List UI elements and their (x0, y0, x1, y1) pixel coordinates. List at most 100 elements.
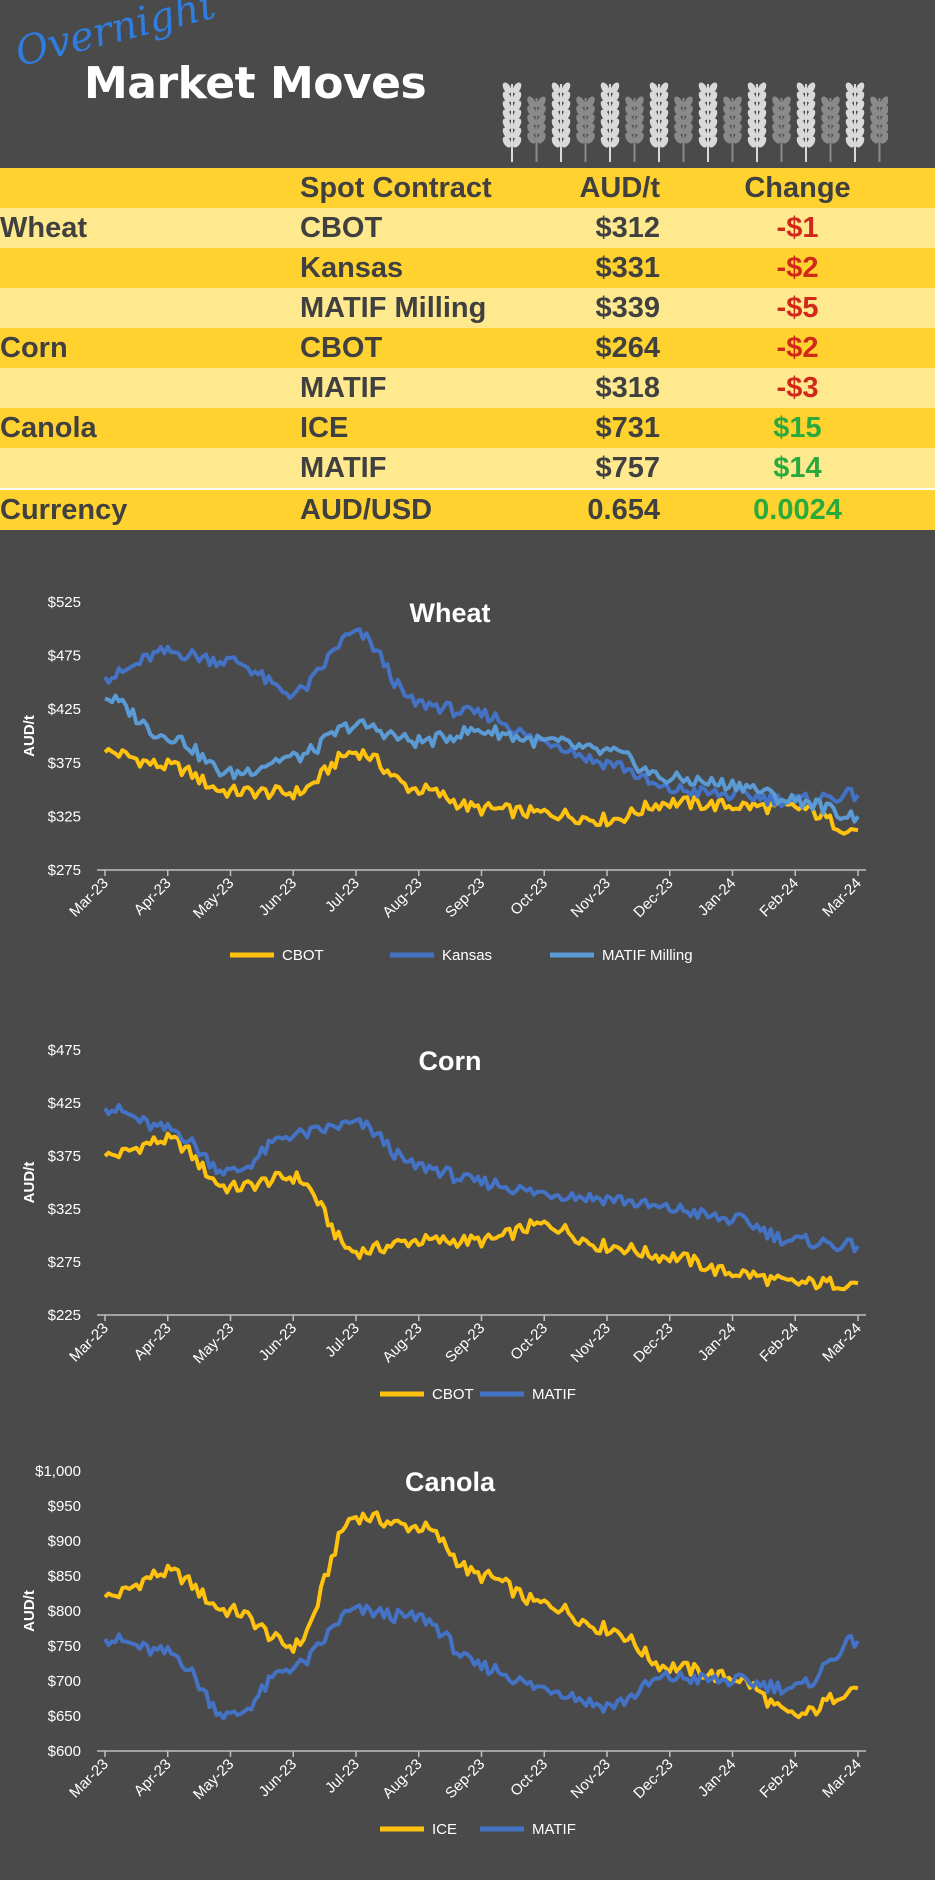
header-contract: Spot Contract (300, 172, 492, 204)
y-tick-label: $325 (48, 808, 81, 825)
row-commodity (0, 248, 300, 288)
wheat-stalk-icon (600, 82, 620, 162)
table-row: MATIF $318 -$3 (0, 368, 935, 408)
row-commodity (0, 288, 300, 328)
y-tick-label: $900 (48, 1533, 81, 1550)
x-tick-label: Jul-23 (322, 875, 363, 916)
row-change: -$3 (776, 372, 819, 404)
x-tick-label: Feb-24 (756, 875, 802, 921)
row-contract: MATIF (300, 452, 387, 484)
y-tick-label: $850 (48, 1568, 81, 1585)
y-tick-label: $425 (48, 701, 81, 718)
row-contract: Kansas (300, 252, 404, 284)
legend-item: CBOT (380, 1386, 474, 1403)
row-price: $264 (595, 332, 660, 364)
x-tick-label: Dec-23 (630, 1320, 676, 1366)
row-change: -$2 (776, 252, 819, 284)
x-tick-label: Aug-23 (379, 1756, 425, 1802)
legend-item: Kansas (390, 947, 492, 964)
y-tick-label: $325 (48, 1201, 81, 1218)
wheat-stalks-icon (502, 82, 888, 162)
chart-title: Corn (419, 1046, 482, 1076)
row-price: $731 (595, 412, 660, 444)
series-line-matif (103, 1102, 860, 1254)
y-axis-label: AUD/t (21, 1162, 38, 1204)
table-row: Currency AUD/USD 0.654 0.0024 (0, 488, 935, 530)
row-commodity: Canola (0, 412, 97, 444)
row-contract: MATIF Milling (300, 292, 487, 324)
y-tick-label: $650 (48, 1708, 81, 1725)
price-table: Spot Contract AUD/t Change Wheat CBOT $3… (0, 168, 935, 530)
y-tick-label: $275 (48, 862, 81, 879)
row-change: -$2 (776, 332, 819, 364)
y-axis-label: AUD/t (21, 715, 38, 757)
x-tick-label: Jul-23 (322, 1756, 363, 1797)
x-tick-label: Aug-23 (379, 1320, 425, 1366)
y-tick-label: $1,000 (35, 1463, 81, 1480)
series-line-ice (103, 1510, 859, 1720)
x-tick-label: Sep-23 (442, 875, 488, 921)
x-tick-label: Dec-23 (630, 1756, 676, 1802)
wheat-chart: Wheat AUD/t $275 $325 $375 $425 $475 $525 Mar-23… (21, 594, 866, 964)
wheat-stalk-icon (576, 96, 595, 162)
y-tick-label: $375 (48, 1148, 81, 1165)
row-price: $318 (595, 372, 660, 404)
legend-label: ICE (432, 1821, 457, 1838)
wheat-stalk-icon (870, 96, 888, 162)
series-line-kansas (103, 627, 860, 809)
legend-label: MATIF Milling (602, 947, 693, 964)
y-tick-label: $600 (48, 1743, 81, 1760)
wheat-stalk-icon (796, 82, 816, 162)
series-line-cbot (103, 747, 859, 836)
x-tick-label: Jun-23 (256, 875, 300, 919)
wheat-chart-panel: Wheat AUD/t $275 $325 $375 $425 $475 $525 Mar-23… (0, 570, 935, 990)
y-tick-label: $275 (48, 1254, 81, 1271)
row-commodity (0, 448, 300, 489)
header-price: AUD/t (579, 172, 660, 204)
row-contract: AUD/USD (300, 488, 570, 530)
x-tick-label: Apr-23 (131, 875, 175, 919)
legend-item: MATIF (480, 1821, 576, 1838)
legend-label: Kansas (442, 947, 492, 964)
row-price: $331 (595, 252, 660, 284)
x-tick-label: Feb-24 (756, 1756, 802, 1802)
y-tick-label: $800 (48, 1603, 81, 1620)
x-tick-label: Apr-23 (131, 1320, 175, 1364)
y-tick-label: $475 (48, 1042, 81, 1059)
y-tick-label: $225 (48, 1307, 81, 1324)
legend-item: MATIF (480, 1386, 576, 1403)
x-tick-label: Dec-23 (630, 875, 676, 921)
table-row: Kansas $331 -$2 (0, 248, 935, 288)
x-tick-label: Jan-24 (695, 1320, 739, 1364)
x-tick-label: Nov-23 (568, 1756, 614, 1802)
header-commodity (0, 168, 300, 208)
x-tick-label: May-23 (190, 1756, 237, 1803)
wheat-stalk-icon (674, 96, 693, 162)
x-tick-label: Jan-24 (695, 875, 739, 919)
y-axis-label: AUD/t (21, 1590, 38, 1632)
row-contract: ICE (300, 412, 349, 444)
wheat-stalk-icon (747, 82, 767, 162)
canola-chart: Canola AUD/t $600 $650 $700 $750 $800 $850 $900 $… (21, 1463, 866, 1838)
row-price: $312 (595, 212, 660, 244)
legend-label: MATIF (532, 1386, 576, 1403)
legend-item: ICE (380, 1821, 457, 1838)
wheat-stalk-icon (821, 96, 840, 162)
wheat-stalk-icon (772, 96, 791, 162)
x-tick-label: Mar-23 (66, 1320, 112, 1366)
table-header-row: Spot Contract AUD/t Change (0, 168, 935, 208)
y-tick-label: $750 (48, 1638, 81, 1655)
row-contract: CBOT (300, 332, 383, 364)
row-contract: MATIF (300, 372, 387, 404)
canola-chart-panel: Canola AUD/t $600 $650 $700 $750 $800 $850 $900 $… (0, 1455, 935, 1860)
x-tick-label: Mar-23 (66, 875, 112, 921)
header-change: Change (744, 172, 851, 204)
row-commodity: Wheat (0, 212, 87, 244)
legend-label: CBOT (282, 947, 324, 964)
x-tick-label: Jun-23 (256, 1756, 300, 1800)
x-tick-label: Oct-23 (507, 1320, 551, 1364)
x-tick-label: May-23 (190, 1320, 237, 1367)
table-row: Canola ICE $731 $15 (0, 408, 935, 448)
x-tick-label: Jan-24 (695, 1756, 739, 1800)
x-tick-label: Jun-23 (256, 1320, 300, 1364)
